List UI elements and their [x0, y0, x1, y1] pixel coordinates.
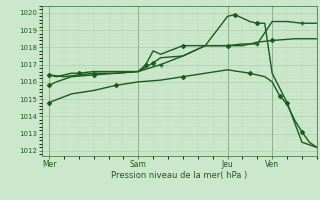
X-axis label: Pression niveau de la mer( hPa ): Pression niveau de la mer( hPa ): [111, 171, 247, 180]
